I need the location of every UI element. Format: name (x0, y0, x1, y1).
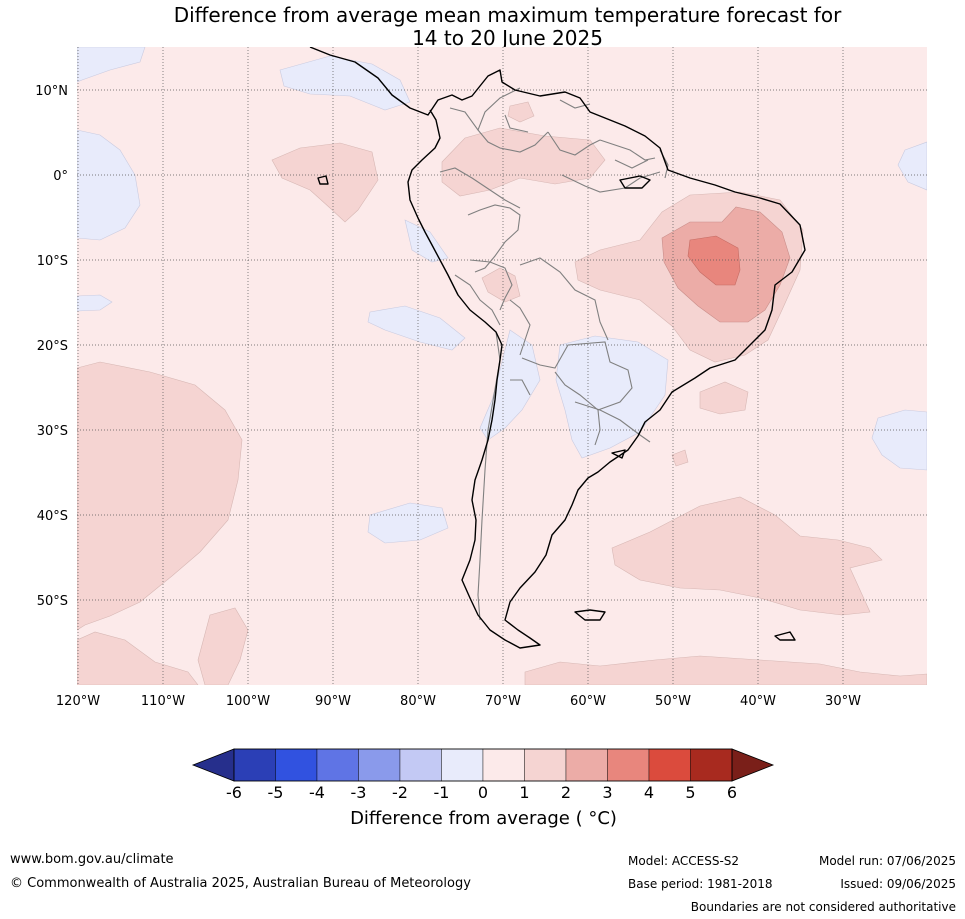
lat-label: 30°S (37, 424, 68, 439)
colorbar-tick-label: 5 (685, 783, 695, 802)
cool-region (555, 335, 669, 459)
lon-label: 30°W (825, 694, 861, 709)
colorbar-segment (316, 748, 359, 782)
footer-url: www.bom.gov.au/climate (10, 852, 174, 867)
colorbar-tick-label: 4 (644, 783, 654, 802)
title-line-2: 14 to 20 June 2025 (412, 26, 603, 50)
colorbar-tick-label: -6 (226, 783, 242, 802)
colorbar-segment (690, 748, 733, 782)
cool-region (77, 294, 113, 312)
warm-region (507, 101, 535, 123)
footer-issued: Issued: 09/06/2025 (840, 877, 956, 891)
colorbar-segment (648, 748, 691, 782)
warm-region-3 (687, 235, 741, 286)
warm-region (671, 449, 689, 467)
warm-region (481, 267, 521, 303)
lon-label: 100°W (226, 694, 270, 709)
lon-axis-labels: 120°W 110°W 100°W 90°W 80°W 70°W 60°W 50… (56, 694, 861, 709)
lat-label: 20°S (37, 339, 68, 354)
colorbar-segment (524, 748, 567, 782)
footer-model: Model: ACCESS-S2 (628, 854, 740, 868)
colorbar-extend-high (731, 748, 775, 782)
colorbar-tick-label: -1 (434, 783, 450, 802)
cool-region (871, 409, 927, 471)
warm-region (77, 631, 199, 685)
warm-region (524, 655, 927, 685)
lon-label: 90°W (315, 694, 351, 709)
lon-label: 120°W (56, 694, 100, 709)
footer-disclaimer: Boundaries are not considered authoritat… (690, 900, 956, 914)
colorbar-tick-label: -4 (309, 783, 325, 802)
lat-label: 10°S (37, 254, 68, 269)
warm-region (611, 496, 883, 616)
cool-region (897, 141, 927, 191)
warm-region (77, 361, 243, 631)
anomaly-shading (77, 47, 927, 685)
colorbar-tick-label: 1 (519, 783, 529, 802)
colorbar-tick-label: -3 (351, 783, 367, 802)
colorbar-segment (607, 748, 650, 782)
title-line-1: Difference from average mean maximum tem… (173, 3, 842, 27)
colorbar-segment (275, 748, 318, 782)
coastline (309, 47, 806, 649)
warm-region (699, 381, 749, 415)
colorbar: -6 -5 -4 -3 -2 -1 0 1 2 3 4 5 6 (191, 748, 775, 802)
colorbar-segment (233, 748, 276, 782)
warm-region (441, 127, 606, 197)
colorbar-segment (565, 748, 608, 782)
lon-label: 60°W (570, 694, 606, 709)
footer-model-run: Model run: 07/06/2025 (818, 854, 956, 868)
lon-label: 40°W (740, 694, 776, 709)
colorbar-segment (482, 748, 525, 782)
colorbar-tick-label: 6 (727, 783, 737, 802)
footer-copyright: © Commonwealth of Australia 2025, Austra… (10, 876, 471, 891)
colorbar-segment (399, 748, 442, 782)
cool-region (367, 502, 449, 544)
colorbar-label: Difference from average ( °C) (350, 808, 617, 829)
lat-label: 0° (53, 169, 68, 184)
cool-region (77, 47, 146, 83)
lat-axis-labels: 10°N 0° 10°S 20°S 30°S 40°S 50°S (35, 84, 68, 609)
warm-region (271, 142, 379, 223)
gridlines (77, 47, 927, 685)
lat-label: 10°N (35, 84, 68, 99)
cool-region (367, 305, 466, 351)
cool-region (77, 129, 141, 241)
colorbar-tick-label: -2 (392, 783, 408, 802)
lon-label: 110°W (141, 694, 185, 709)
colorbar-segment (358, 748, 401, 782)
colorbar-outline (233, 748, 733, 782)
lat-label: 40°S (37, 509, 68, 524)
lon-label: 70°W (485, 694, 521, 709)
warm-region (197, 607, 249, 685)
colorbar-tick-label: 0 (478, 783, 488, 802)
colorbar-extend-low (191, 748, 235, 782)
lat-label: 50°S (37, 594, 68, 609)
colorbar-tick-label: -5 (268, 783, 284, 802)
lon-label: 50°W (655, 694, 691, 709)
colorbar-segment (441, 748, 484, 782)
country-borders (439, 87, 669, 621)
colorbar-tick-label: 2 (561, 783, 571, 802)
colorbar-tick-label: 3 (602, 783, 612, 802)
footer-base-period: Base period: 1981-2018 (628, 877, 773, 891)
map-title: Difference from average mean maximum tem… (0, 4, 965, 50)
lon-label: 80°W (400, 694, 436, 709)
